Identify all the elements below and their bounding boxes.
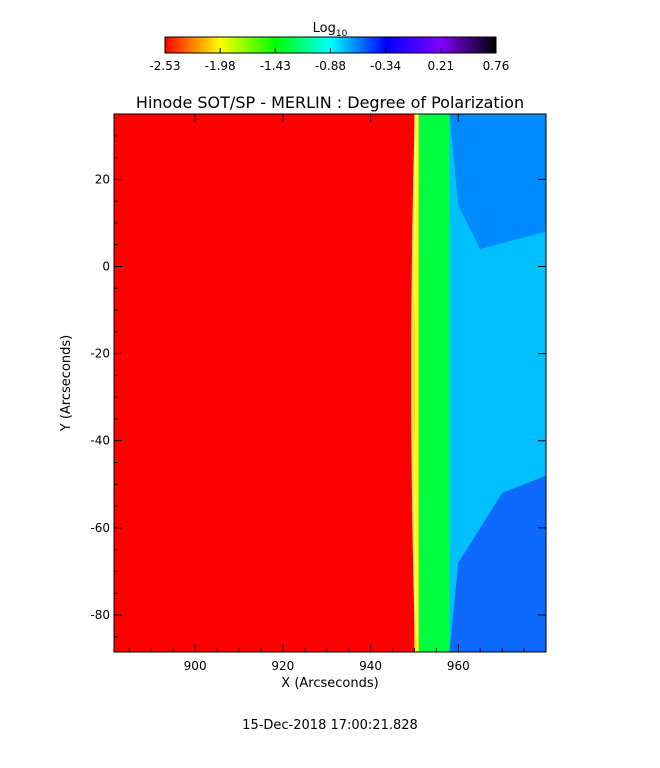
plot-frame xyxy=(113,113,547,653)
region-limb xyxy=(414,114,419,652)
colorbar-tick-label: -1.98 xyxy=(205,59,236,73)
colorbar-label: Log10 xyxy=(313,21,348,39)
x-tick-label: 900 xyxy=(184,659,207,673)
chart-title: Hinode SOT/SP - MERLIN : Degree of Polar… xyxy=(136,93,524,112)
y-tick-label: -20 xyxy=(90,347,110,361)
colorbar-tick-label: -0.34 xyxy=(370,59,401,73)
y-tick-label: 0 xyxy=(102,259,110,273)
x-axis: 900 920 940 960 xyxy=(128,114,547,673)
colorbar-tick-label: -1.43 xyxy=(260,59,291,73)
y-tick-label: -40 xyxy=(90,434,110,448)
colorbar-ticks: -2.53 -1.98 -1.43 -0.88 -0.34 0.21 0.76 xyxy=(149,48,509,73)
observation-date: 15-Dec-2018 17:00:21.828 xyxy=(242,718,418,733)
solar-limb xyxy=(411,114,418,637)
x-axis-label: X (Arcseconds) xyxy=(281,676,378,691)
plot-area xyxy=(114,114,546,652)
colorbar-tick-label: -0.88 xyxy=(315,59,346,73)
region-disk xyxy=(114,114,415,652)
y-tick-label: -60 xyxy=(90,521,110,535)
x-tick-label: 960 xyxy=(447,659,470,673)
colorbar-tick-label: 0.76 xyxy=(483,59,510,73)
colorbar: Log10 -2.53 -1.98 -1.43 -0.88 -0.34 0.21 0.76 xyxy=(149,21,509,73)
off-limb-high-region xyxy=(449,114,546,250)
y-axis-label: Y (Arcseconds) xyxy=(59,335,74,432)
colorbar-tick-label: -2.53 xyxy=(149,59,180,73)
y-tick-label: -80 xyxy=(90,608,110,622)
y-tick-label: 20 xyxy=(95,172,110,186)
off-limb-high-region xyxy=(449,475,546,652)
colorbar-tick-label: 0.21 xyxy=(427,59,454,73)
x-tick-label: 920 xyxy=(271,659,294,673)
region-off-limb-near xyxy=(418,114,450,652)
x-tick-label: 940 xyxy=(359,659,382,673)
y-axis: 20 0 -20 -40 -60 -80 xyxy=(90,135,546,638)
map-texture xyxy=(411,114,546,652)
